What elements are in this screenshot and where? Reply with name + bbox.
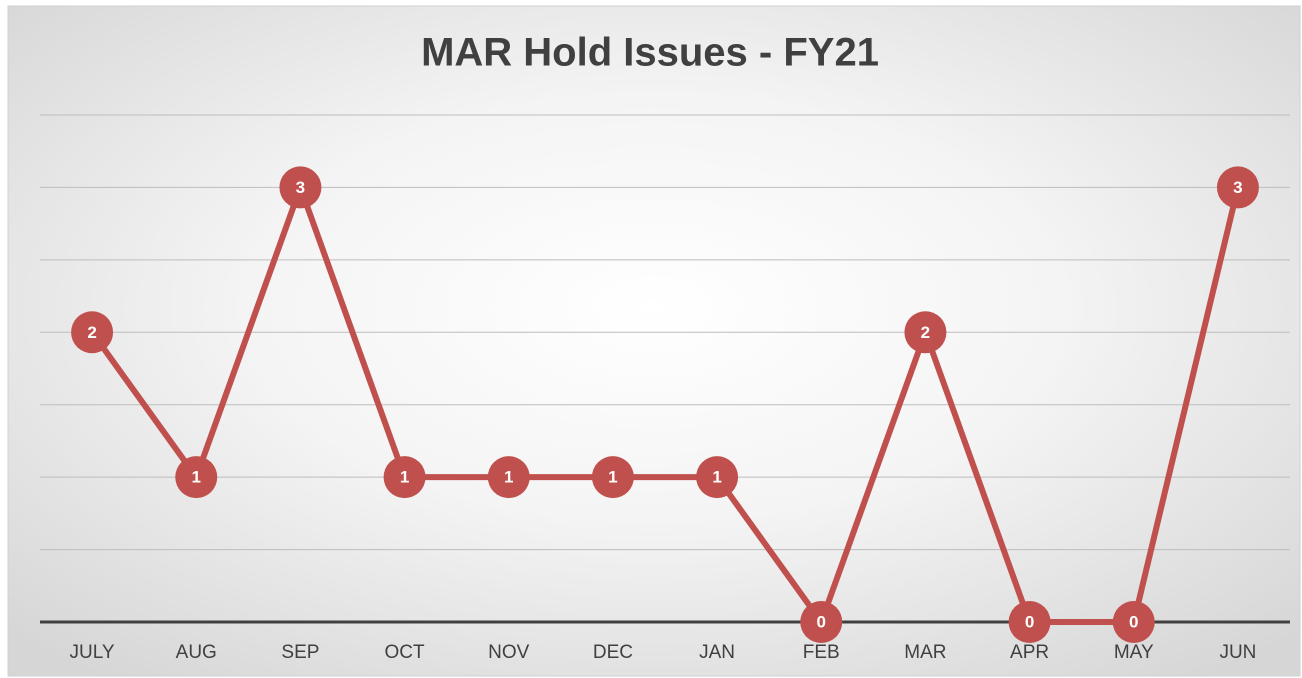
data-marker — [175, 456, 218, 499]
x-tick-label: NOV — [488, 642, 530, 663]
x-tick-label: JUN — [1219, 642, 1256, 663]
data-label: 2 — [87, 323, 96, 342]
data-label: 3 — [1233, 178, 1242, 197]
data-marker — [71, 311, 114, 354]
data-label: 1 — [400, 468, 409, 487]
data-label: 0 — [817, 612, 826, 631]
data-marker — [1216, 166, 1259, 209]
x-tick-label: JAN — [699, 642, 735, 663]
x-tick-label: AUG — [176, 642, 217, 663]
data-label: 1 — [608, 468, 617, 487]
x-tick-label: OCT — [385, 642, 426, 663]
data-marker — [279, 166, 322, 209]
data-label: 0 — [1025, 612, 1034, 631]
data-label: 0 — [1129, 612, 1138, 631]
data-marker — [487, 456, 530, 499]
chart-background — [7, 5, 1301, 677]
data-marker — [696, 456, 739, 499]
x-tick-label: JULY — [70, 642, 115, 663]
data-label: 1 — [504, 468, 513, 487]
data-label: 1 — [712, 468, 721, 487]
x-tick-label: MAR — [904, 642, 946, 663]
x-tick-label: APR — [1010, 642, 1049, 663]
data-marker — [1112, 601, 1155, 643]
data-marker — [591, 456, 634, 499]
data-marker — [1008, 601, 1051, 643]
x-tick-label: MAY — [1114, 642, 1154, 663]
data-marker — [904, 311, 947, 354]
x-tick-label: DEC — [593, 642, 633, 663]
x-tick-label: SEP — [281, 642, 319, 663]
data-marker — [383, 456, 426, 499]
data-label: 1 — [192, 468, 201, 487]
chart-title: MAR Hold Issues - FY21 — [421, 31, 879, 75]
data-marker — [800, 601, 843, 643]
data-label: 2 — [921, 323, 930, 342]
x-tick-label: FEB — [803, 642, 840, 663]
data-label: 3 — [296, 178, 305, 197]
